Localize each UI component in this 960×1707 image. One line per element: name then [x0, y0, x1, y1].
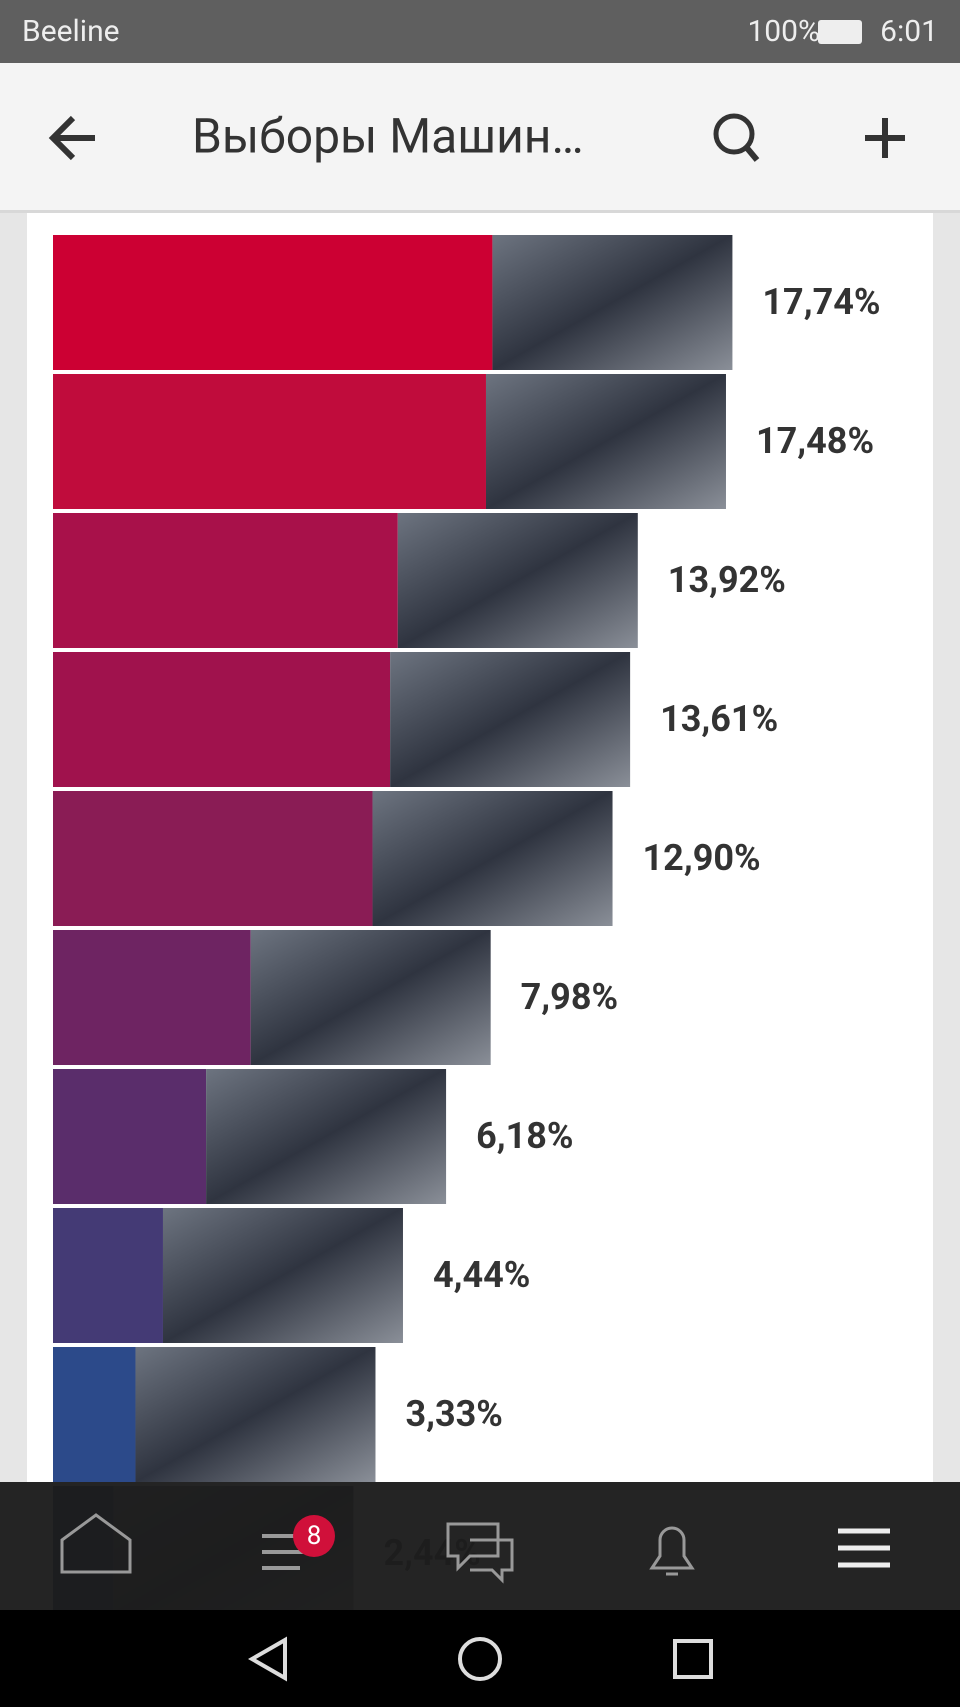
nav-home[interactable] [60, 1513, 132, 1574]
bar [53, 652, 391, 787]
badge [293, 1515, 335, 1557]
back-button[interactable] [48, 115, 95, 161]
value-label: 12,90% [643, 837, 761, 879]
sys-home[interactable] [458, 1637, 502, 1681]
value-label: 13,92% [668, 559, 786, 601]
value-label: 17,48% [756, 420, 874, 462]
value-label: 6,18% [476, 1115, 573, 1157]
search-button[interactable] [713, 113, 760, 162]
value-label: 7,98% [521, 976, 618, 1018]
sys-recents[interactable] [673, 1639, 713, 1679]
chart: 17,74% 17,48% 13,92% 13,61% 12,90% 7,98% 6,18%… [53, 235, 881, 1621]
bar-photo [485, 374, 726, 509]
nav-notifications[interactable] [649, 1526, 695, 1576]
bar [53, 1347, 136, 1482]
value-label: 17,74% [762, 281, 880, 323]
clock: 6:01 [880, 14, 938, 49]
battery-text: 100% [747, 14, 820, 49]
add-button[interactable] [865, 118, 905, 158]
sys-back[interactable] [247, 1636, 287, 1682]
system-nav [0, 1610, 960, 1707]
app-bar-shadow [0, 210, 960, 213]
badge-count: 8 [307, 1521, 322, 1551]
bar [53, 235, 493, 370]
carrier: Beeline [22, 14, 120, 49]
bottom-nav [0, 1482, 960, 1610]
bar [53, 791, 373, 926]
bar-photo [162, 1208, 403, 1343]
page-title: Выборы Машин… [192, 108, 584, 165]
bar-photo [390, 652, 631, 787]
bar-photo [397, 513, 638, 648]
status-bar [0, 0, 960, 63]
bar-photo [372, 791, 613, 926]
value-label: 3,33% [405, 1393, 502, 1435]
bar [53, 374, 486, 509]
bar-photo [250, 930, 491, 1065]
bar-photo [492, 235, 733, 370]
battery-icon [818, 20, 862, 44]
bar [53, 1208, 163, 1343]
nav-menu[interactable] [838, 1528, 890, 1568]
nav-messages[interactable] [446, 1522, 514, 1584]
bar [53, 1069, 207, 1204]
bar-photo [206, 1069, 447, 1204]
value-label: 4,44% [433, 1254, 530, 1296]
bar [53, 513, 398, 648]
bar [53, 930, 251, 1065]
app-bar [0, 63, 960, 212]
bar-photo [135, 1347, 376, 1482]
value-label: 13,61% [660, 698, 778, 740]
